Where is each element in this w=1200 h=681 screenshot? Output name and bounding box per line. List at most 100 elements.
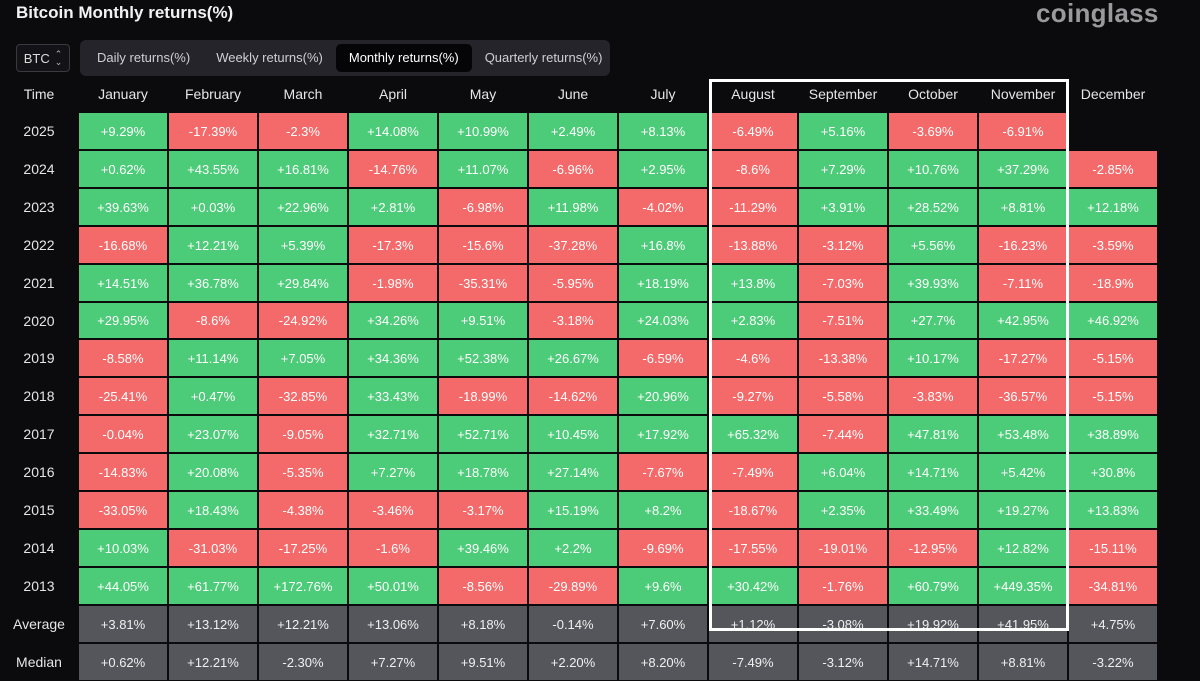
return-cell-2015-february: +18.43% bbox=[168, 491, 258, 529]
return-cell-2023-july: -4.02% bbox=[618, 188, 708, 226]
return-cell-2021-december: -18.9% bbox=[1068, 264, 1158, 302]
return-cell-median-june: +2.20% bbox=[528, 643, 618, 681]
return-cell-2024-november: +37.29% bbox=[978, 150, 1068, 188]
return-cell-2024-august: -8.6% bbox=[708, 150, 798, 188]
return-cell-2017-march: -9.05% bbox=[258, 415, 348, 453]
return-cell-2023-may: -6.98% bbox=[438, 188, 528, 226]
return-cell-2018-march: -32.85% bbox=[258, 377, 348, 415]
return-cell-2013-december: -34.81% bbox=[1068, 567, 1158, 605]
return-cell-2013-may: -8.56% bbox=[438, 567, 528, 605]
return-cell-2021-february: +36.78% bbox=[168, 264, 258, 302]
up-down-chevron-icon: ⌃ ⌄ bbox=[54, 49, 63, 67]
return-cell-2014-february: -31.03% bbox=[168, 529, 258, 567]
return-cell-2013-january: +44.05% bbox=[78, 567, 168, 605]
return-cell-2024-february: +43.55% bbox=[168, 150, 258, 188]
return-cell-2016-october: +14.71% bbox=[888, 453, 978, 491]
return-cell-median-july: +8.20% bbox=[618, 643, 708, 681]
row-label-2024: 2024 bbox=[23, 161, 55, 177]
return-cell-2021-october: +39.93% bbox=[888, 264, 978, 302]
return-cell-median-may: +9.51% bbox=[438, 643, 528, 681]
return-cell-2020-november: +42.95% bbox=[978, 302, 1068, 339]
tab-daily-returns[interactable]: Daily returns(%) bbox=[97, 50, 191, 65]
return-cell-2013-april: +50.01% bbox=[348, 567, 438, 605]
return-cell-2016-september: +6.04% bbox=[798, 453, 888, 491]
return-cell-2024-april: -14.76% bbox=[348, 150, 438, 188]
return-cell-2014-august: -17.55% bbox=[708, 529, 798, 567]
return-cell-2017-october: +47.81% bbox=[888, 415, 978, 453]
return-cell-2019-november: -17.27% bbox=[978, 339, 1068, 377]
return-cell-2024-september: +7.29% bbox=[798, 150, 888, 188]
return-cell-2023-november: +8.81% bbox=[978, 188, 1068, 226]
return-cell-2022-november: -16.23% bbox=[978, 226, 1068, 264]
page-title: Bitcoin Monthly returns(%) bbox=[16, 3, 234, 22]
return-cell-2014-october: -12.95% bbox=[888, 529, 978, 567]
row-label-median: Median bbox=[16, 654, 62, 670]
return-cell-2020-january: +29.95% bbox=[78, 302, 168, 339]
ticker-value: BTC bbox=[23, 50, 50, 66]
return-cell-2022-august: -13.88% bbox=[708, 226, 798, 264]
time-column-header: Time bbox=[23, 86, 55, 102]
month-header-may: May bbox=[469, 86, 497, 102]
return-cell-2018-january: -25.41% bbox=[78, 377, 168, 415]
return-cell-2025-april: +14.08% bbox=[348, 112, 438, 150]
return-cell-2018-august: -9.27% bbox=[708, 377, 798, 415]
return-cell-2015-december: +13.83% bbox=[1068, 491, 1158, 529]
return-cell-2014-december: -15.11% bbox=[1068, 529, 1158, 567]
row-label-2023: 2023 bbox=[23, 199, 55, 215]
month-header-november: November bbox=[990, 86, 1056, 102]
return-cell-2020-september: -7.51% bbox=[798, 302, 888, 339]
return-cell-2022-may: -15.6% bbox=[438, 226, 528, 264]
return-cell-average-november: +41.95% bbox=[978, 605, 1068, 643]
month-header-june: June bbox=[557, 86, 589, 102]
return-cell-2015-january: -33.05% bbox=[78, 491, 168, 529]
return-cell-median-october: +14.71% bbox=[888, 643, 978, 681]
return-cell-2017-april: +32.71% bbox=[348, 415, 438, 453]
ticker-select[interactable]: BTC ⌃ ⌄ bbox=[16, 44, 70, 72]
return-cell-2014-april: -1.6% bbox=[348, 529, 438, 567]
return-cell-2022-july: +16.8% bbox=[618, 226, 708, 264]
return-cell-2018-july: +20.96% bbox=[618, 377, 708, 415]
return-cell-2017-january: -0.04% bbox=[78, 415, 168, 453]
return-cell-2022-march: +5.39% bbox=[258, 226, 348, 264]
row-label-2019: 2019 bbox=[23, 350, 55, 366]
return-cell-2020-march: -24.92% bbox=[258, 302, 348, 339]
return-cell-2023-august: -11.29% bbox=[708, 188, 798, 226]
return-cell-median-august: -7.49% bbox=[708, 643, 798, 681]
tab-monthly-returns[interactable]: Monthly returns(%) bbox=[335, 44, 472, 72]
return-cell-2023-september: +3.91% bbox=[798, 188, 888, 226]
return-cell-2021-september: -7.03% bbox=[798, 264, 888, 302]
return-cell-2018-october: -3.83% bbox=[888, 377, 978, 415]
return-cell-2019-june: +26.67% bbox=[528, 339, 618, 377]
return-cell-2024-june: -6.96% bbox=[528, 150, 618, 188]
return-cell-2021-may: -35.31% bbox=[438, 264, 528, 302]
return-cell-average-april: +13.06% bbox=[348, 605, 438, 643]
coinglass-logo: coinglass bbox=[1036, 0, 1159, 28]
return-cell-2015-june: +15.19% bbox=[528, 491, 618, 529]
return-cell-2017-august: +65.32% bbox=[708, 415, 798, 453]
return-cell-2025-january: +9.29% bbox=[78, 112, 168, 150]
return-cell-median-february: +12.21% bbox=[168, 643, 258, 681]
return-cell-2015-august: -18.67% bbox=[708, 491, 798, 529]
return-cell-2022-february: +12.21% bbox=[168, 226, 258, 264]
return-cell-2024-december: -2.85% bbox=[1068, 150, 1158, 188]
return-cell-average-january: +3.81% bbox=[78, 605, 168, 643]
return-cell-2016-february: +20.08% bbox=[168, 453, 258, 491]
return-cell-average-february: +13.12% bbox=[168, 605, 258, 643]
return-cell-2013-september: -1.76% bbox=[798, 567, 888, 605]
return-cell-2014-september: -19.01% bbox=[798, 529, 888, 567]
month-header-february: February bbox=[184, 86, 242, 102]
tab-quarterly-returns[interactable]: Quarterly returns(%) bbox=[484, 50, 603, 65]
return-cell-2015-november: +19.27% bbox=[978, 491, 1068, 529]
return-cell-average-july: +7.60% bbox=[618, 605, 708, 643]
return-cell-2024-march: +16.81% bbox=[258, 150, 348, 188]
return-cell-2018-november: -36.57% bbox=[978, 377, 1068, 415]
return-cell-2024-may: +11.07% bbox=[438, 150, 528, 188]
tab-weekly-returns[interactable]: Weekly returns(%) bbox=[216, 50, 323, 65]
return-cell-2015-july: +8.2% bbox=[618, 491, 708, 529]
month-header-april: April bbox=[378, 86, 407, 102]
row-label-2018: 2018 bbox=[23, 388, 55, 404]
return-cell-average-june: -0.14% bbox=[528, 605, 618, 643]
return-cell-2016-august: -7.49% bbox=[708, 453, 798, 491]
row-label-2016: 2016 bbox=[23, 464, 55, 480]
